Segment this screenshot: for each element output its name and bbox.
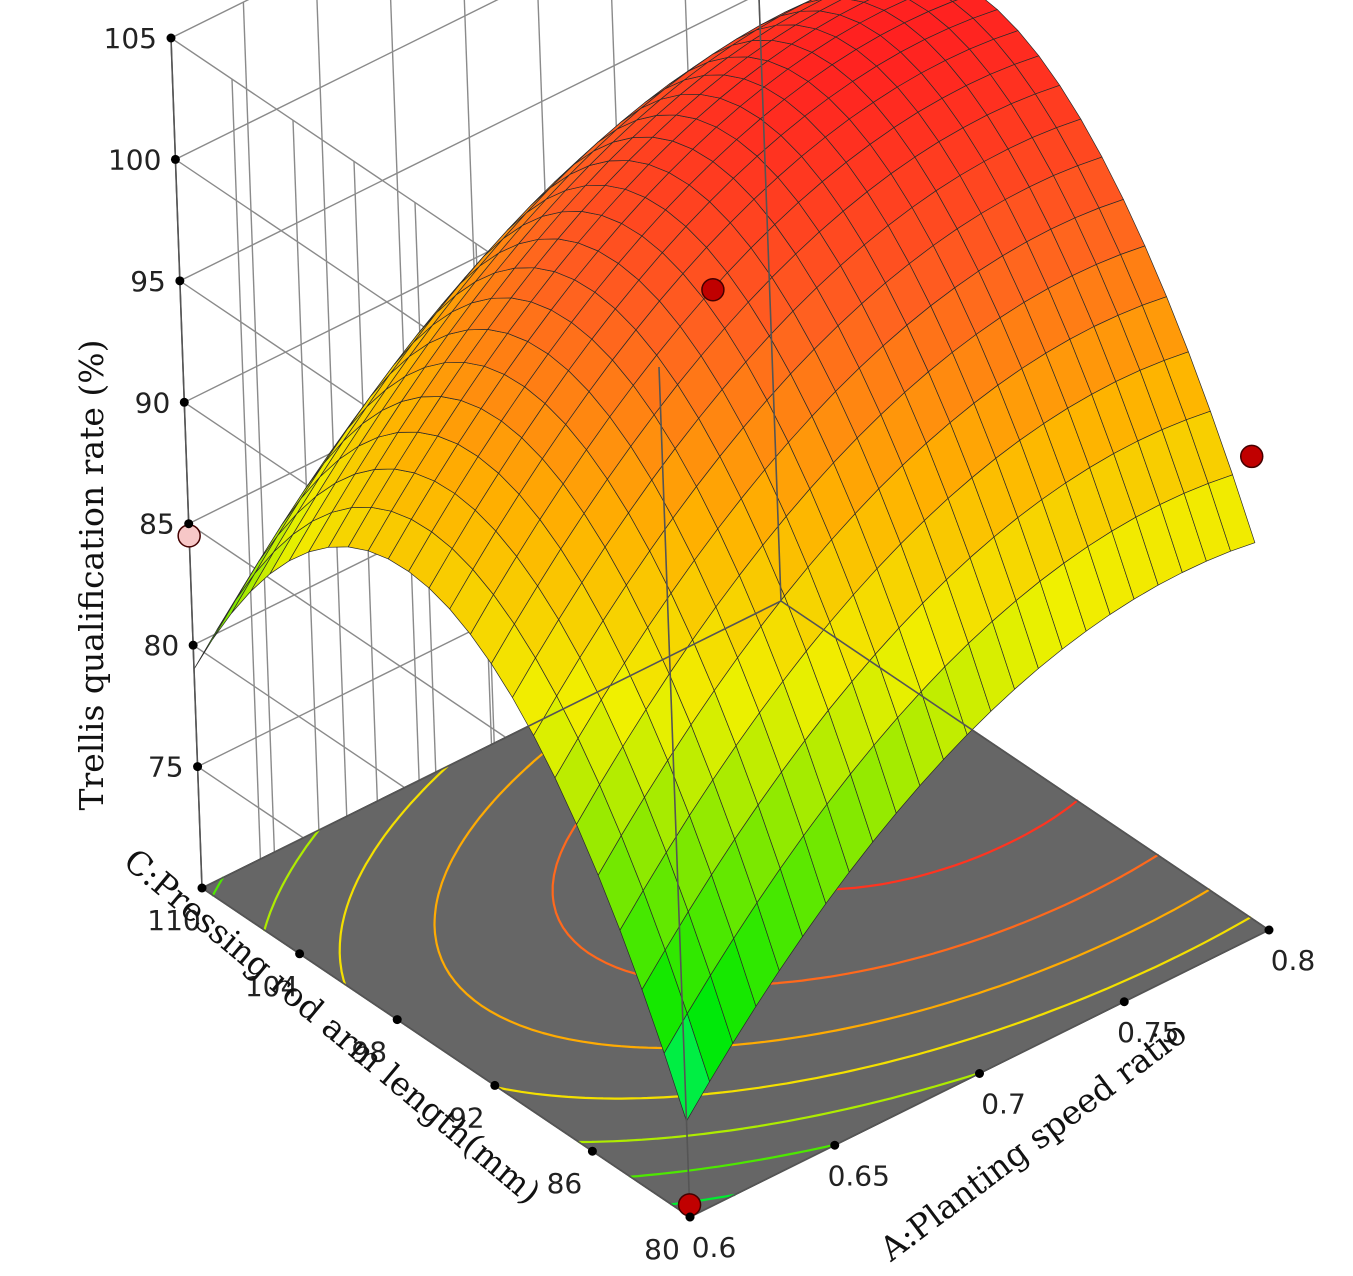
frame-edge — [780, 600, 1270, 931]
frame-edge — [201, 600, 782, 889]
y-tick-mark — [392, 1015, 402, 1025]
y-tick-label: 98 — [351, 1036, 387, 1069]
y-tick-label: 92 — [449, 1101, 485, 1134]
frame-edge — [758, 0, 782, 602]
y-tick-label: 104 — [245, 970, 298, 1003]
x-tick-label: 0.75 — [1117, 1016, 1179, 1049]
contour-line — [433, 607, 1211, 1050]
x-tick-label: 0.65 — [828, 1159, 890, 1192]
surface-cell — [231, 551, 275, 614]
axis-ticks: 75 80 85 90 95 100 105 0.6 0.65 0.7 0.75 0.8 80 86 92 9… — [104, 22, 1316, 1266]
frame-edge — [170, 37, 203, 889]
frame-edge — [201, 887, 691, 1218]
z-axis-title: Trellis qualification rate (%) — [72, 340, 111, 811]
left-wall-vertical-gridline — [231, 79, 264, 930]
z-tick-mark — [179, 397, 189, 407]
z-tick-label: 85 — [139, 508, 175, 541]
z-tick-label: 105 — [104, 22, 157, 55]
x-tick-label: 0.8 — [1271, 944, 1316, 977]
z-tick-label: 95 — [130, 265, 166, 298]
x-tick-mark — [1264, 925, 1274, 935]
z-tick-mark — [193, 762, 203, 772]
x-tick-mark — [975, 1069, 984, 1078]
z-tick-label: 75 — [148, 751, 184, 784]
x-tick-label: 0.6 — [692, 1231, 737, 1264]
z-tick-mark — [175, 276, 185, 286]
back-wall-vertical-gridline — [242, 2, 276, 853]
x-tick-mark — [1119, 997, 1129, 1007]
design-points — [177, 277, 1264, 1217]
y-tick-label: 80 — [644, 1233, 680, 1266]
y-tick-mark — [587, 1146, 597, 1156]
x-tick-mark — [830, 1140, 840, 1150]
surface-cell — [212, 573, 256, 640]
y-tick-mark — [295, 949, 305, 959]
z-tick-mark — [170, 154, 180, 164]
z-tick-label: 90 — [135, 386, 171, 419]
surface-cell — [804, 0, 820, 4]
x-tick-label: 0.7 — [981, 1088, 1026, 1121]
y-tick-label: 86 — [547, 1167, 583, 1200]
y-tick-mark — [685, 1212, 695, 1222]
z-tick-label: 80 — [144, 629, 180, 662]
back-wall-vertical-gridline — [316, 0, 348, 817]
z-tick-mark — [188, 640, 198, 650]
design-point — [1239, 444, 1264, 469]
z-tick-label: 100 — [108, 143, 161, 176]
design-point — [701, 277, 725, 302]
z-tick-mark — [184, 519, 194, 529]
response-surface — [193, 0, 1256, 1122]
y-tick-mark — [197, 883, 207, 893]
y-tick-mark — [490, 1080, 500, 1090]
contour-line — [263, 829, 984, 1144]
surface-cell — [1207, 474, 1256, 552]
y-tick-label: 110 — [147, 904, 200, 937]
z-tick-mark — [166, 33, 176, 43]
frame-edge — [658, 366, 691, 1218]
